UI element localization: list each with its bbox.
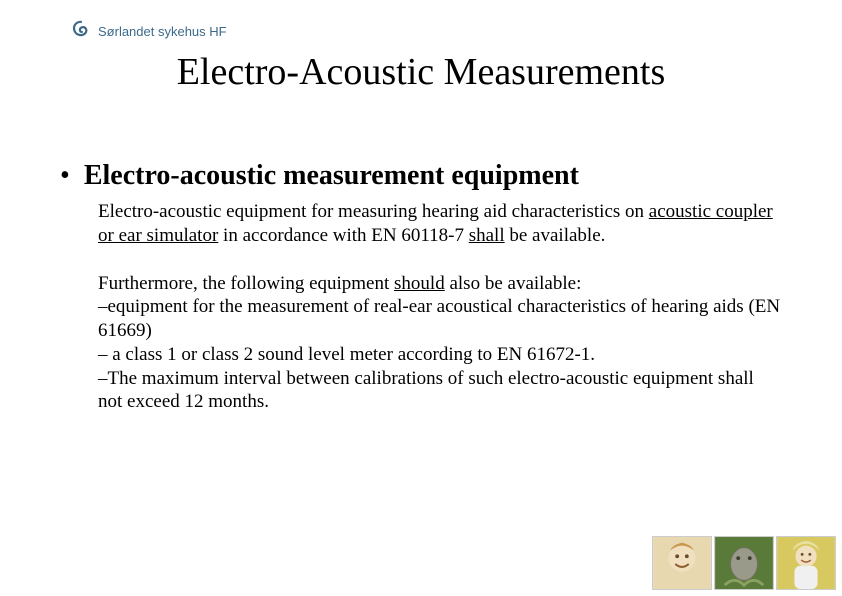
- bullet-item: • Electro-acoustic measurement equipment: [60, 160, 782, 192]
- footer-thumbnails: [652, 536, 836, 590]
- bullet-heading: Electro-acoustic measurement equipment: [84, 160, 579, 192]
- p2-line-c: –The maximum interval between calibratio…: [98, 367, 782, 415]
- child-photo: [652, 536, 712, 590]
- org-logo: Sørlandet sykehus HF: [70, 20, 227, 42]
- p1-pre: Electro-acoustic equipment for measuring…: [98, 201, 649, 222]
- adult-photo: [776, 536, 836, 590]
- p2-intro: Furthermore, the following equipment sho…: [98, 272, 782, 296]
- p2-pre: Furthermore, the following equipment: [98, 273, 394, 294]
- bullet-dot-icon: •: [60, 160, 70, 190]
- p1-post: be available.: [505, 225, 606, 246]
- paragraph-1: Electro-acoustic equipment for measuring…: [98, 200, 782, 248]
- p2-underline: should: [394, 273, 445, 294]
- p1-mid: in accordance with EN 60118-7: [218, 225, 468, 246]
- body-text: Electro-acoustic equipment for measuring…: [98, 200, 782, 414]
- org-name: Sørlandet sykehus HF: [98, 24, 227, 39]
- p2-post: also be available:: [445, 273, 582, 294]
- nature-photo: [714, 536, 774, 590]
- paragraph-2: Furthermore, the following equipment sho…: [98, 272, 782, 415]
- p1-underline-2: shall: [469, 225, 505, 246]
- swirl-icon: [70, 20, 92, 42]
- slide-title: Electro-Acoustic Measurements: [0, 50, 842, 94]
- slide-content: • Electro-acoustic measurement equipment…: [60, 160, 782, 414]
- p2-line-a: –equipment for the measurement of real-e…: [98, 295, 782, 343]
- p2-line-b: – a class 1 or class 2 sound level meter…: [98, 343, 782, 367]
